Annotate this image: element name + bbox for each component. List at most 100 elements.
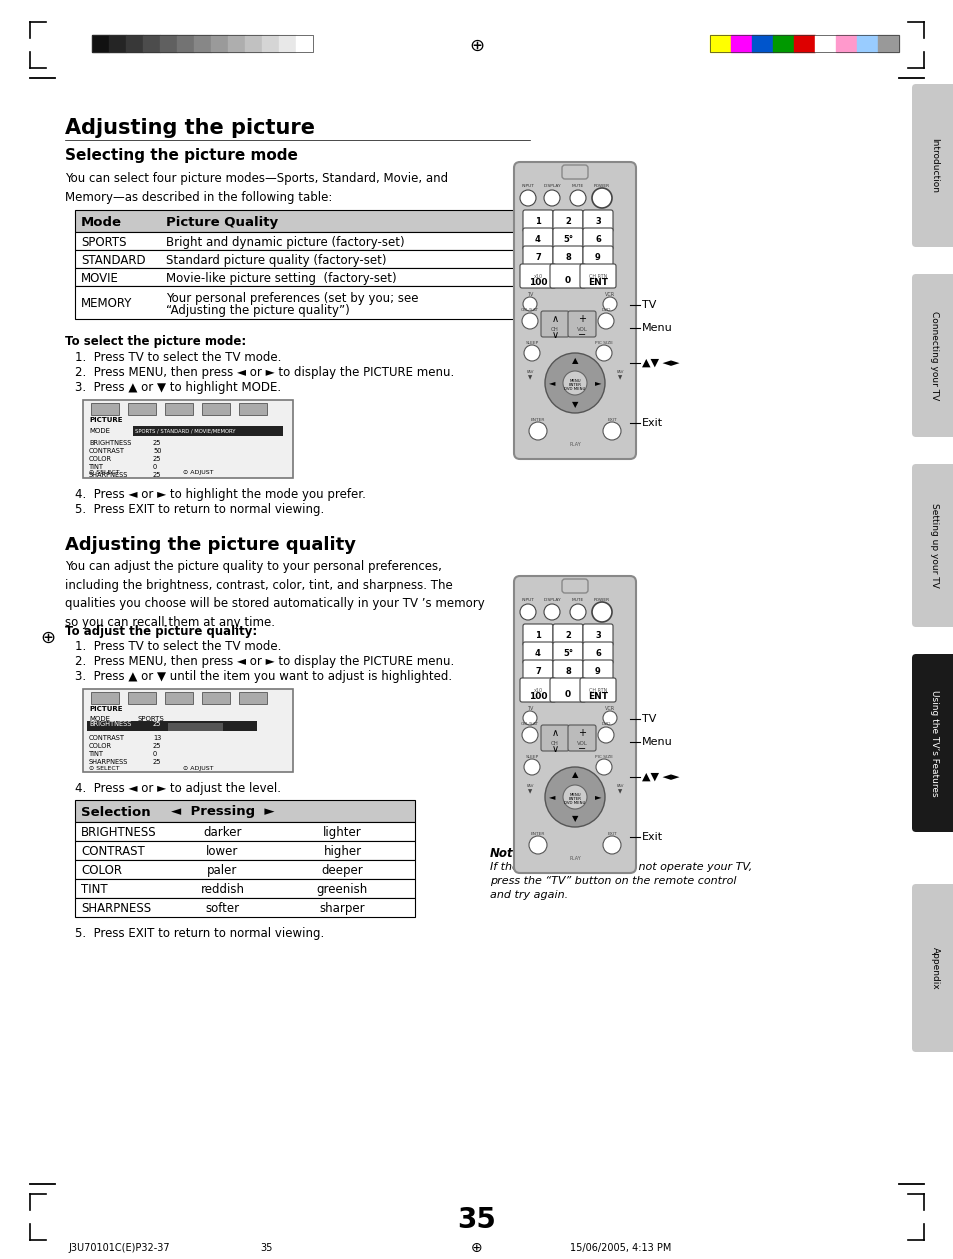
Text: ENTER: ENTER: [530, 418, 544, 422]
Text: TINT: TINT: [81, 883, 108, 896]
Text: 0: 0: [152, 752, 157, 757]
Text: DVD MENU: DVD MENU: [564, 801, 585, 805]
Circle shape: [519, 190, 536, 206]
Text: 25: 25: [152, 743, 161, 749]
Text: 5.  Press EXIT to return to normal viewing.: 5. Press EXIT to return to normal viewin…: [75, 504, 324, 516]
Text: 2.  Press MENU, then press ◄ or ► to display the PICTURE menu.: 2. Press MENU, then press ◄ or ► to disp…: [75, 366, 454, 379]
Text: PIC SIZE: PIC SIZE: [595, 755, 613, 759]
Text: EXIT: EXIT: [606, 832, 617, 836]
Bar: [772, 35, 793, 52]
Text: 100: 100: [528, 277, 547, 287]
Text: SPORTS / STANDARD / MOVIE/MEMORY: SPORTS / STANDARD / MOVIE/MEMORY: [135, 428, 235, 433]
Text: CH RTN: CH RTN: [588, 687, 606, 692]
FancyBboxPatch shape: [911, 653, 953, 832]
Bar: [856, 35, 877, 52]
FancyBboxPatch shape: [553, 246, 582, 268]
Text: SHARPNESS: SHARPNESS: [81, 901, 151, 915]
FancyBboxPatch shape: [553, 624, 582, 646]
Text: TV: TV: [641, 300, 656, 310]
Circle shape: [602, 711, 617, 725]
Text: CBL/SAT: CBL/SAT: [520, 721, 538, 726]
Text: Appendix: Appendix: [929, 947, 939, 990]
Text: Picture Quality: Picture Quality: [166, 215, 278, 228]
Circle shape: [596, 759, 612, 776]
Circle shape: [602, 297, 617, 311]
Text: 5°: 5°: [562, 648, 573, 657]
FancyBboxPatch shape: [522, 228, 553, 251]
Text: x10: x10: [533, 687, 542, 692]
Text: COLOR: COLOR: [81, 864, 122, 878]
Text: CONTRAST: CONTRAST: [89, 735, 125, 742]
Circle shape: [522, 297, 537, 311]
Bar: [75, 822, 415, 841]
Bar: [793, 35, 814, 52]
FancyBboxPatch shape: [911, 274, 953, 437]
Text: 9: 9: [595, 253, 600, 262]
Text: x10: x10: [533, 273, 542, 278]
Text: ◄  Pressing  ►: ◄ Pressing ►: [171, 806, 274, 818]
Text: 50: 50: [152, 448, 161, 454]
Bar: [75, 841, 415, 860]
FancyBboxPatch shape: [519, 679, 556, 703]
Text: Exit: Exit: [641, 418, 662, 428]
FancyBboxPatch shape: [553, 642, 582, 663]
Text: ►: ►: [594, 379, 600, 388]
Text: sharper: sharper: [319, 901, 365, 915]
Bar: [83, 400, 293, 478]
FancyBboxPatch shape: [582, 210, 613, 232]
Text: 1: 1: [535, 631, 540, 640]
FancyBboxPatch shape: [553, 228, 582, 251]
FancyBboxPatch shape: [567, 311, 596, 337]
Circle shape: [543, 604, 559, 619]
Text: DVD: DVD: [600, 721, 610, 726]
Text: STANDARD: STANDARD: [81, 253, 146, 267]
Text: SPORTS: SPORTS: [138, 716, 165, 721]
Text: INPUT: INPUT: [521, 598, 534, 602]
Text: PICTURE: PICTURE: [89, 417, 122, 423]
Circle shape: [598, 313, 614, 329]
FancyBboxPatch shape: [911, 465, 953, 627]
Bar: [165, 403, 193, 415]
Text: 25: 25: [152, 472, 161, 478]
Text: ▲: ▲: [571, 771, 578, 779]
Text: 4.  Press ◄ or ► to highlight the mode you prefer.: 4. Press ◄ or ► to highlight the mode yo…: [75, 488, 366, 501]
Text: ⊙ ADJUST: ⊙ ADJUST: [183, 765, 213, 771]
Text: 6: 6: [595, 234, 600, 243]
Bar: [814, 35, 835, 52]
Text: FAV: FAV: [616, 784, 623, 788]
Bar: [75, 232, 515, 251]
Bar: [211, 35, 228, 52]
FancyBboxPatch shape: [553, 660, 582, 682]
Text: 8: 8: [564, 253, 570, 262]
Text: COLOR: COLOR: [89, 456, 112, 462]
Text: 25: 25: [152, 721, 161, 726]
Bar: [91, 692, 119, 704]
Text: BRIGHTNESS: BRIGHTNESS: [89, 721, 132, 726]
Bar: [126, 35, 143, 52]
Text: 4: 4: [535, 234, 540, 243]
FancyBboxPatch shape: [550, 264, 585, 288]
Text: POWER: POWER: [594, 598, 609, 602]
Text: 5°: 5°: [562, 234, 573, 243]
Text: paler: paler: [207, 864, 237, 878]
Circle shape: [543, 190, 559, 206]
Text: POWER: POWER: [594, 184, 609, 188]
Text: SLEEP: SLEEP: [525, 755, 538, 759]
Text: DVD MENU: DVD MENU: [564, 387, 585, 392]
Text: ▼: ▼: [571, 815, 578, 823]
FancyBboxPatch shape: [550, 679, 585, 703]
Bar: [835, 35, 856, 52]
Circle shape: [521, 726, 537, 743]
Bar: [709, 35, 898, 52]
Text: SLEEP: SLEEP: [525, 341, 538, 345]
Text: 8: 8: [564, 666, 570, 676]
Text: J3U70101C(E)P32-37: J3U70101C(E)P32-37: [68, 1243, 170, 1253]
FancyBboxPatch shape: [582, 624, 613, 646]
Text: 15/06/2005, 4:13 PM: 15/06/2005, 4:13 PM: [569, 1243, 671, 1253]
Text: PLAY: PLAY: [569, 856, 580, 861]
Text: Exit: Exit: [641, 832, 662, 842]
Text: lighter: lighter: [323, 826, 361, 838]
Text: 2: 2: [564, 217, 570, 225]
Text: −: −: [578, 744, 585, 754]
Bar: [83, 689, 293, 772]
